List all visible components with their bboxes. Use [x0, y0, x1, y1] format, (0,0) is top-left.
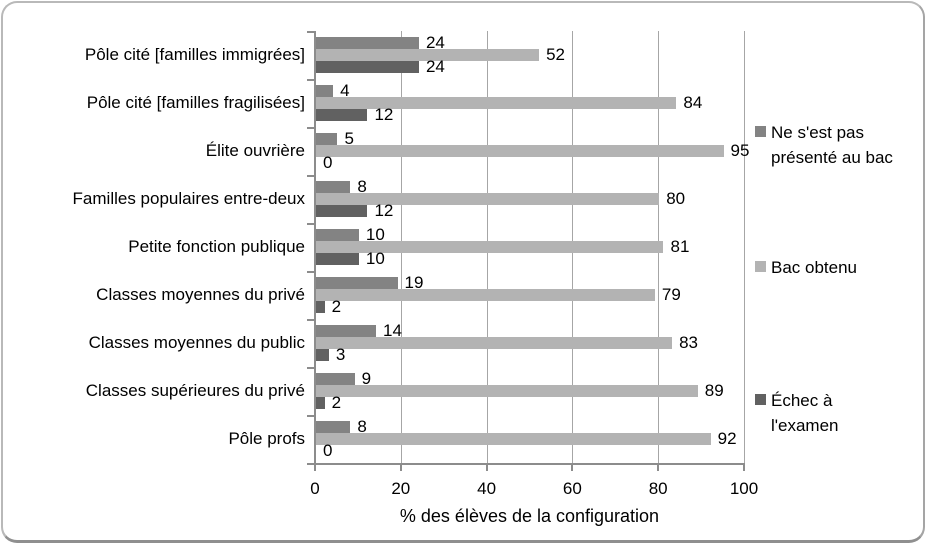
y-axis-tick — [307, 463, 315, 465]
x-axis-tick — [314, 463, 316, 471]
bar-value-label: 24 — [425, 57, 445, 76]
category-label: Familles populaires entre-deux — [72, 188, 305, 208]
x-tick-label: 80 — [648, 479, 668, 498]
y-axis-tick — [307, 271, 315, 273]
y-axis-tick — [307, 367, 315, 369]
bar-value-label: 2 — [331, 393, 342, 412]
bar — [316, 397, 325, 409]
y-axis-line — [314, 31, 316, 465]
bar-value-label: 81 — [670, 237, 690, 256]
legend-label: Bac obtenu — [771, 258, 858, 277]
bar — [316, 133, 338, 145]
bar — [316, 181, 351, 193]
bar — [316, 385, 698, 397]
x-tick-label: 0 — [310, 479, 320, 498]
bar-value-label: 0 — [323, 153, 333, 172]
bar — [316, 37, 419, 49]
bar — [316, 205, 368, 217]
x-axis-tick — [657, 463, 660, 471]
x-axis-title: % des élèves de la configuration — [399, 506, 660, 526]
legend-swatch-icon — [755, 261, 766, 272]
category-label: Classes supérieures du privé — [85, 380, 305, 400]
bar-value-label: 12 — [374, 201, 394, 220]
legend-label: Ne s'est pas présenté au bac — [771, 123, 893, 167]
x-axis-line — [314, 463, 745, 465]
bar — [316, 337, 673, 349]
bar — [316, 109, 368, 121]
category-label: Élite ouvrière — [205, 140, 305, 160]
category-label: Pôle cité [familles fragilisées] — [86, 92, 305, 112]
x-axis-tick — [485, 463, 488, 471]
bar — [316, 325, 377, 337]
bar-value-label: 9 — [361, 369, 372, 388]
bar-value-label: 84 — [683, 93, 703, 112]
y-axis-tick — [307, 223, 315, 225]
legend-item: Échec à l'examen — [755, 388, 923, 438]
bar-value-label: 0 — [323, 441, 333, 460]
category-label: Pôle cité [familles immigrées] — [84, 44, 305, 64]
bar-value-label: 5 — [344, 129, 354, 148]
y-axis-tick — [307, 175, 315, 177]
bar-value-label: 89 — [704, 381, 724, 400]
x-tick-label: 20 — [391, 479, 411, 498]
bar — [316, 433, 711, 445]
category-label: Classes moyennes du privé — [96, 284, 305, 304]
bar-value-label: 4 — [340, 81, 350, 100]
y-axis-tick — [307, 79, 315, 81]
y-axis-tick — [307, 319, 315, 321]
bar-value-label: 8 — [357, 417, 367, 436]
bar-value-label: 95 — [730, 141, 750, 160]
bar-value-label: 14 — [383, 321, 402, 340]
bar-value-label: 19 — [404, 273, 424, 292]
bar-value-label: 80 — [666, 189, 686, 208]
bar — [316, 349, 329, 361]
x-axis-tick — [571, 463, 574, 471]
gridline — [744, 31, 745, 463]
category-label: Petite fonction publique — [128, 236, 305, 256]
bar-value-label: 24 — [425, 33, 445, 52]
x-tick-label: 60 — [562, 479, 582, 498]
category-label: Pôle profs — [228, 428, 305, 448]
x-axis-tick — [399, 463, 402, 471]
bar — [316, 49, 540, 61]
bar — [316, 61, 419, 73]
category-label: Classes moyennes du public — [88, 332, 305, 352]
bar — [316, 97, 677, 109]
bar-value-label: 79 — [661, 285, 681, 304]
bar — [316, 253, 359, 265]
bar — [316, 373, 355, 385]
y-axis-tick — [307, 415, 315, 417]
bar — [316, 229, 359, 241]
legend-item: Bac obtenu — [755, 255, 923, 280]
bar-value-label: 10 — [365, 225, 385, 244]
y-axis-tick — [307, 31, 315, 33]
bar-value-label: 52 — [546, 45, 565, 64]
y-axis-tick — [307, 127, 315, 129]
bar — [316, 85, 334, 97]
legend-item: Ne s'est pas présenté au bac — [755, 120, 923, 170]
bar-value-label: 92 — [717, 429, 737, 448]
bar — [316, 277, 398, 289]
x-axis-tick — [743, 463, 745, 471]
bar-value-label: 2 — [331, 297, 342, 316]
bar-value-label: 12 — [374, 105, 394, 124]
bar — [316, 421, 351, 433]
bar — [316, 301, 325, 313]
bar-value-label: 3 — [335, 345, 346, 364]
bar — [316, 241, 664, 253]
bar — [316, 193, 660, 205]
legend-label: Échec à l'examen — [771, 391, 839, 435]
x-tick-label: 100 — [729, 479, 759, 498]
bar-value-label: 10 — [365, 249, 385, 268]
bar — [316, 289, 655, 301]
legend-swatch-icon — [755, 394, 766, 405]
bar-value-label: 8 — [357, 177, 367, 196]
bar — [316, 145, 724, 157]
x-tick-label: 40 — [477, 479, 497, 498]
bar-value-label: 83 — [679, 333, 698, 352]
legend-swatch-icon — [755, 126, 766, 137]
